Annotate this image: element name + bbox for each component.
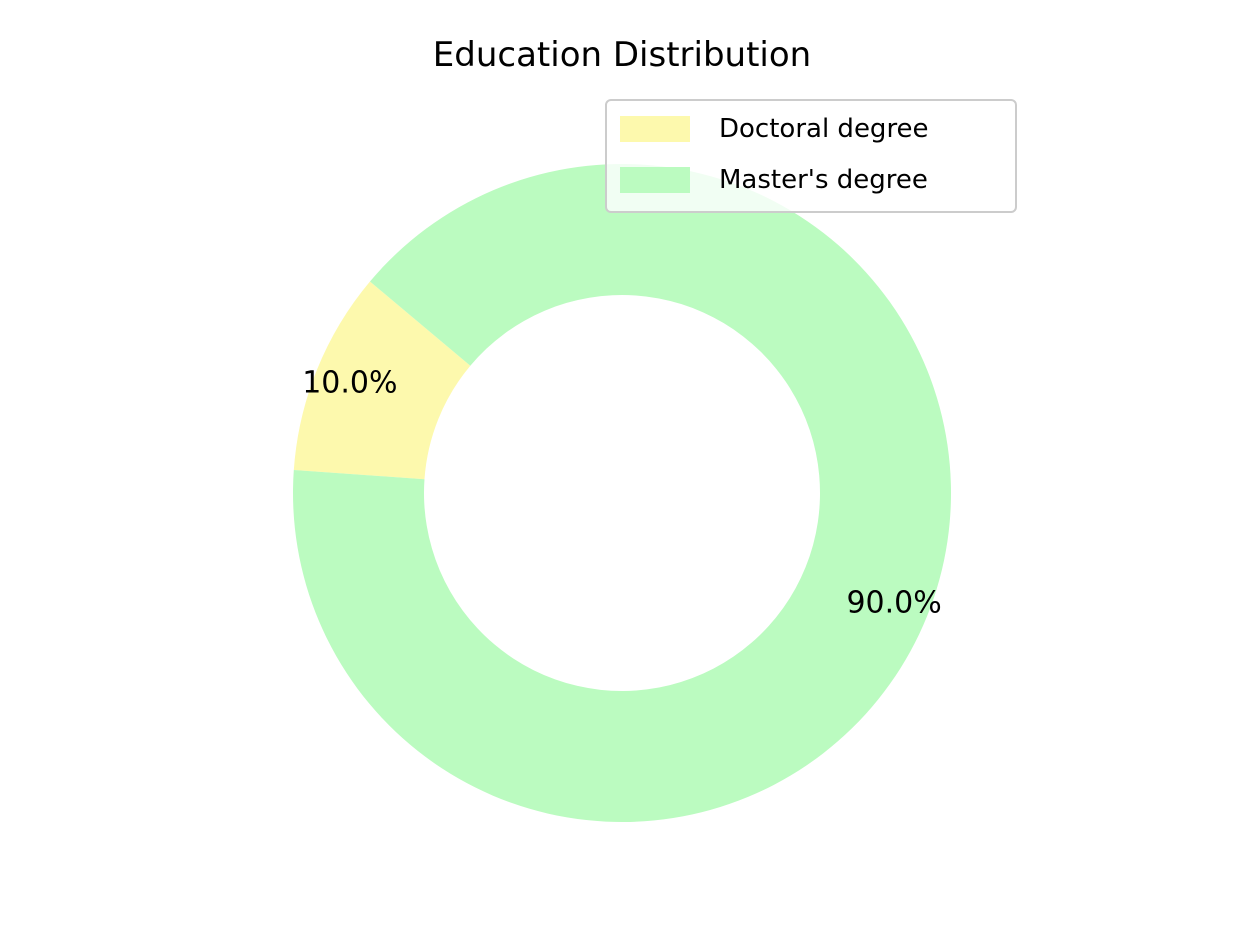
slice-master-s-degree: [293, 163, 951, 822]
slice-value-label: 90.0%: [846, 585, 941, 620]
legend-frame: [605, 99, 1017, 213]
legend-label: Doctoral degree: [719, 114, 929, 144]
slice-labels-group: 10.0% 90.0%: [302, 366, 942, 621]
legend-swatch: [620, 167, 690, 193]
chart-title: Education Distribution: [433, 35, 811, 75]
legend: Doctoral degree Master's degree: [605, 99, 1017, 213]
slices-group: [293, 163, 951, 822]
slice-doctoral-degree: [293, 281, 471, 480]
legend-swatch: [620, 116, 690, 142]
legend-label: Master's degree: [719, 165, 928, 195]
slice-value-label: 10.0%: [302, 366, 397, 401]
